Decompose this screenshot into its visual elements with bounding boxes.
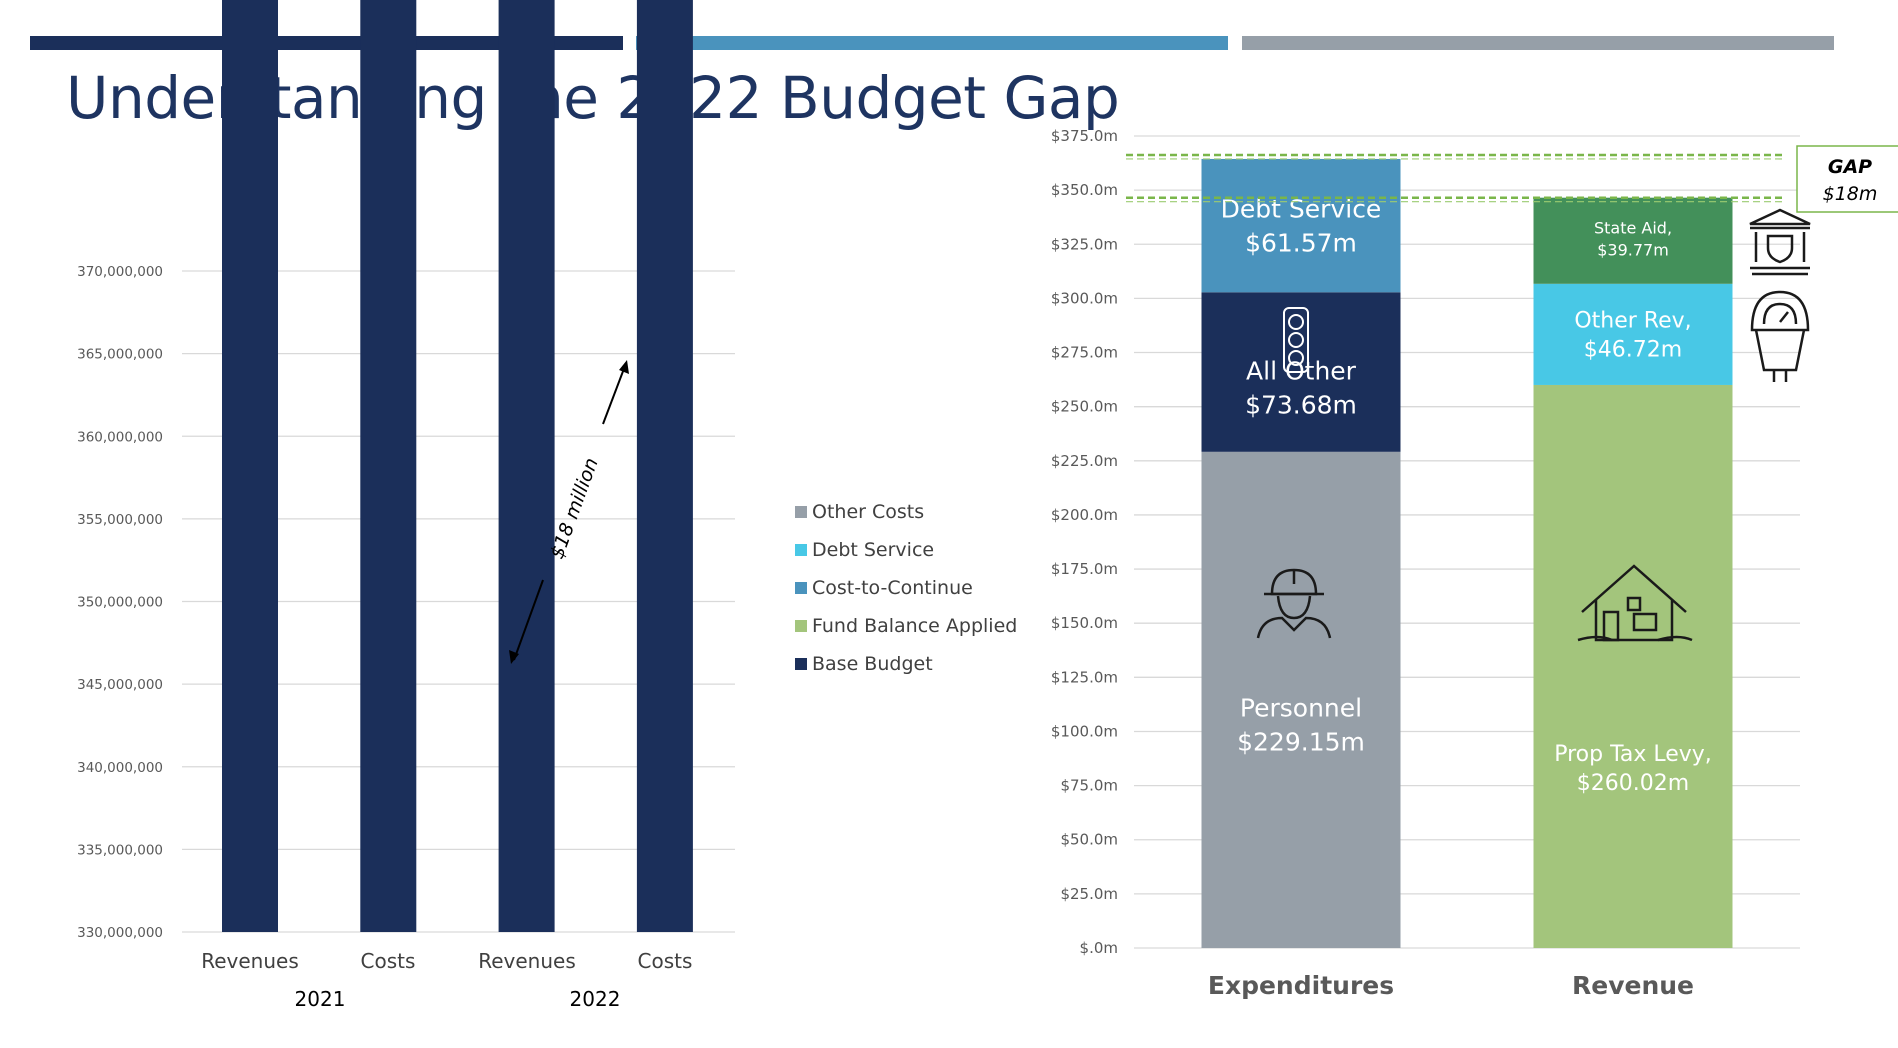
left-y-tick-label: 340,000,000 [77,760,163,776]
x-label-revenues-2022: Revenues [478,949,576,973]
data-label-debt-service-name: Debt Service [1221,194,1382,223]
left-y-tick-label: 345,000,000 [77,677,163,693]
right-y-tick-label: $250.0m [1051,398,1118,416]
annotation-arrow-upper [602,365,626,425]
annotation-arrow-lower [513,579,544,661]
right-y-tick-label: $175.0m [1051,560,1118,578]
gap-box: GAP $18m [1796,145,1898,213]
x-label-costs-2021: Costs [361,949,416,973]
bar-segment-base-budget-3 [498,0,555,932]
bar-segment-state-aid [1533,197,1733,284]
right-y-tick-label: $75.0m [1060,777,1118,795]
data-label-state-aid-value: $39.77m [1597,241,1669,260]
data-label-debt-service-value: $61.57m [1245,228,1357,257]
x-label-revenue: Revenue [1572,971,1694,1000]
right-stacked-chart: $.0m $25.0m $50.0m $75.0m $100.0m $125.0m $150… [1051,127,1898,1000]
left-y-tick-labels: 330,000,000 335,000,000 340,000,000 345,000… [77,264,163,941]
bar-segment-base-budget-1 [222,0,278,932]
left-y-tick-label: 365,000,000 [77,347,163,363]
legend-swatch-fund-balance-applied [795,620,807,632]
left-y-tick-label: 350,000,000 [77,595,163,611]
left-y-tick-label: 330,000,000 [77,925,163,941]
worker-icon [1256,568,1332,639]
right-y-tick-label: $125.0m [1051,668,1118,686]
x-label-costs-2022: Costs [638,949,693,973]
right-y-tick-label: $200.0m [1051,506,1118,524]
group-label-2021: 2021 [295,987,346,1011]
annotation-arrowhead-lower [509,650,519,664]
right-y-tick-label: $100.0m [1051,722,1118,740]
right-y-tick-label: $325.0m [1051,235,1118,253]
legend-swatch-other-costs [795,506,807,518]
government-building-icon [1749,208,1811,276]
data-label-other-rev-value: $46.72m [1584,338,1682,363]
annotation-arrowhead-upper [619,360,629,374]
legend-label-cost-to-continue: Cost-to-Continue [812,577,973,599]
gap-label: GAP [1828,156,1872,178]
bar-segment-base-budget-4 [636,0,693,932]
data-label-state-aid-name: State Aid, [1594,219,1672,238]
right-y-tick-label: $50.0m [1060,831,1118,849]
data-label-personnel-value: $229.15m [1237,727,1365,756]
right-y-tick-label: $225.0m [1051,452,1118,470]
header-strip-gray [1242,36,1834,50]
gap-box-frame [1796,145,1898,213]
data-label-prop-tax-levy-value: $260.02m [1577,771,1689,796]
right-y-tick-label: $150.0m [1051,614,1118,632]
left-stacked-chart: 330,000,000 335,000,000 340,000,000 345,000… [77,0,1017,1011]
left-legend: Other Costs Debt Service Cost-to-Continue F… [795,501,1017,675]
group-label-2022: 2022 [570,987,621,1011]
data-label-personnel-name: Personnel [1240,693,1362,722]
right-y-tick-label: $.0m [1080,939,1118,957]
right-y-tick-label: $300.0m [1051,289,1118,307]
right-y-tick-label: $25.0m [1060,885,1118,903]
left-bars [222,0,693,932]
legend-swatch-debt-service [795,544,807,556]
left-y-tick-label: 370,000,000 [77,264,163,280]
right-y-tick-labels: $.0m $25.0m $50.0m $75.0m $100.0m $125.0m $150… [1051,127,1118,957]
bar-segment-prop-tax-levy [1533,384,1733,948]
bar-segment-debt-service [1201,158,1401,293]
bar-segment-base-budget-2 [360,0,417,932]
legend-label-fund-balance-applied: Fund Balance Applied [812,615,1017,637]
data-label-other-rev-name: Other Rev, [1574,309,1691,334]
left-y-tick-label: 335,000,000 [77,842,163,858]
traffic-light-icon [1283,307,1309,373]
x-label-revenues-2021: Revenues [201,949,299,973]
gap-value: $18m [1823,183,1878,205]
header-strip-navy [30,36,623,50]
x-label-expenditures: Expenditures [1208,971,1394,1000]
house-icon [1577,564,1693,642]
data-label-prop-tax-levy-name: Prop Tax Levy, [1554,742,1712,767]
right-y-tick-label: $275.0m [1051,344,1118,362]
legend-swatch-base-budget [795,658,807,670]
left-y-tick-label: 360,000,000 [77,429,163,445]
parking-meter-icon [1750,290,1810,382]
left-y-tick-label: 355,000,000 [77,512,163,528]
data-label-all-other-value: $73.68m [1245,391,1357,420]
bar-segment-personnel [1201,451,1401,948]
legend-label-base-budget: Base Budget [812,653,933,675]
left-x-labels: Revenues Costs Revenues Costs 2021 2022 [201,949,692,1011]
legend-label-debt-service: Debt Service [812,539,934,561]
legend-label-other-costs: Other Costs [812,501,924,523]
bar-segment-other-rev [1533,283,1733,385]
right-y-tick-label: $350.0m [1051,181,1118,199]
right-y-tick-label: $375.0m [1051,127,1118,145]
header-strip-blue [636,36,1228,50]
legend-swatch-cost-to-continue [795,582,807,594]
